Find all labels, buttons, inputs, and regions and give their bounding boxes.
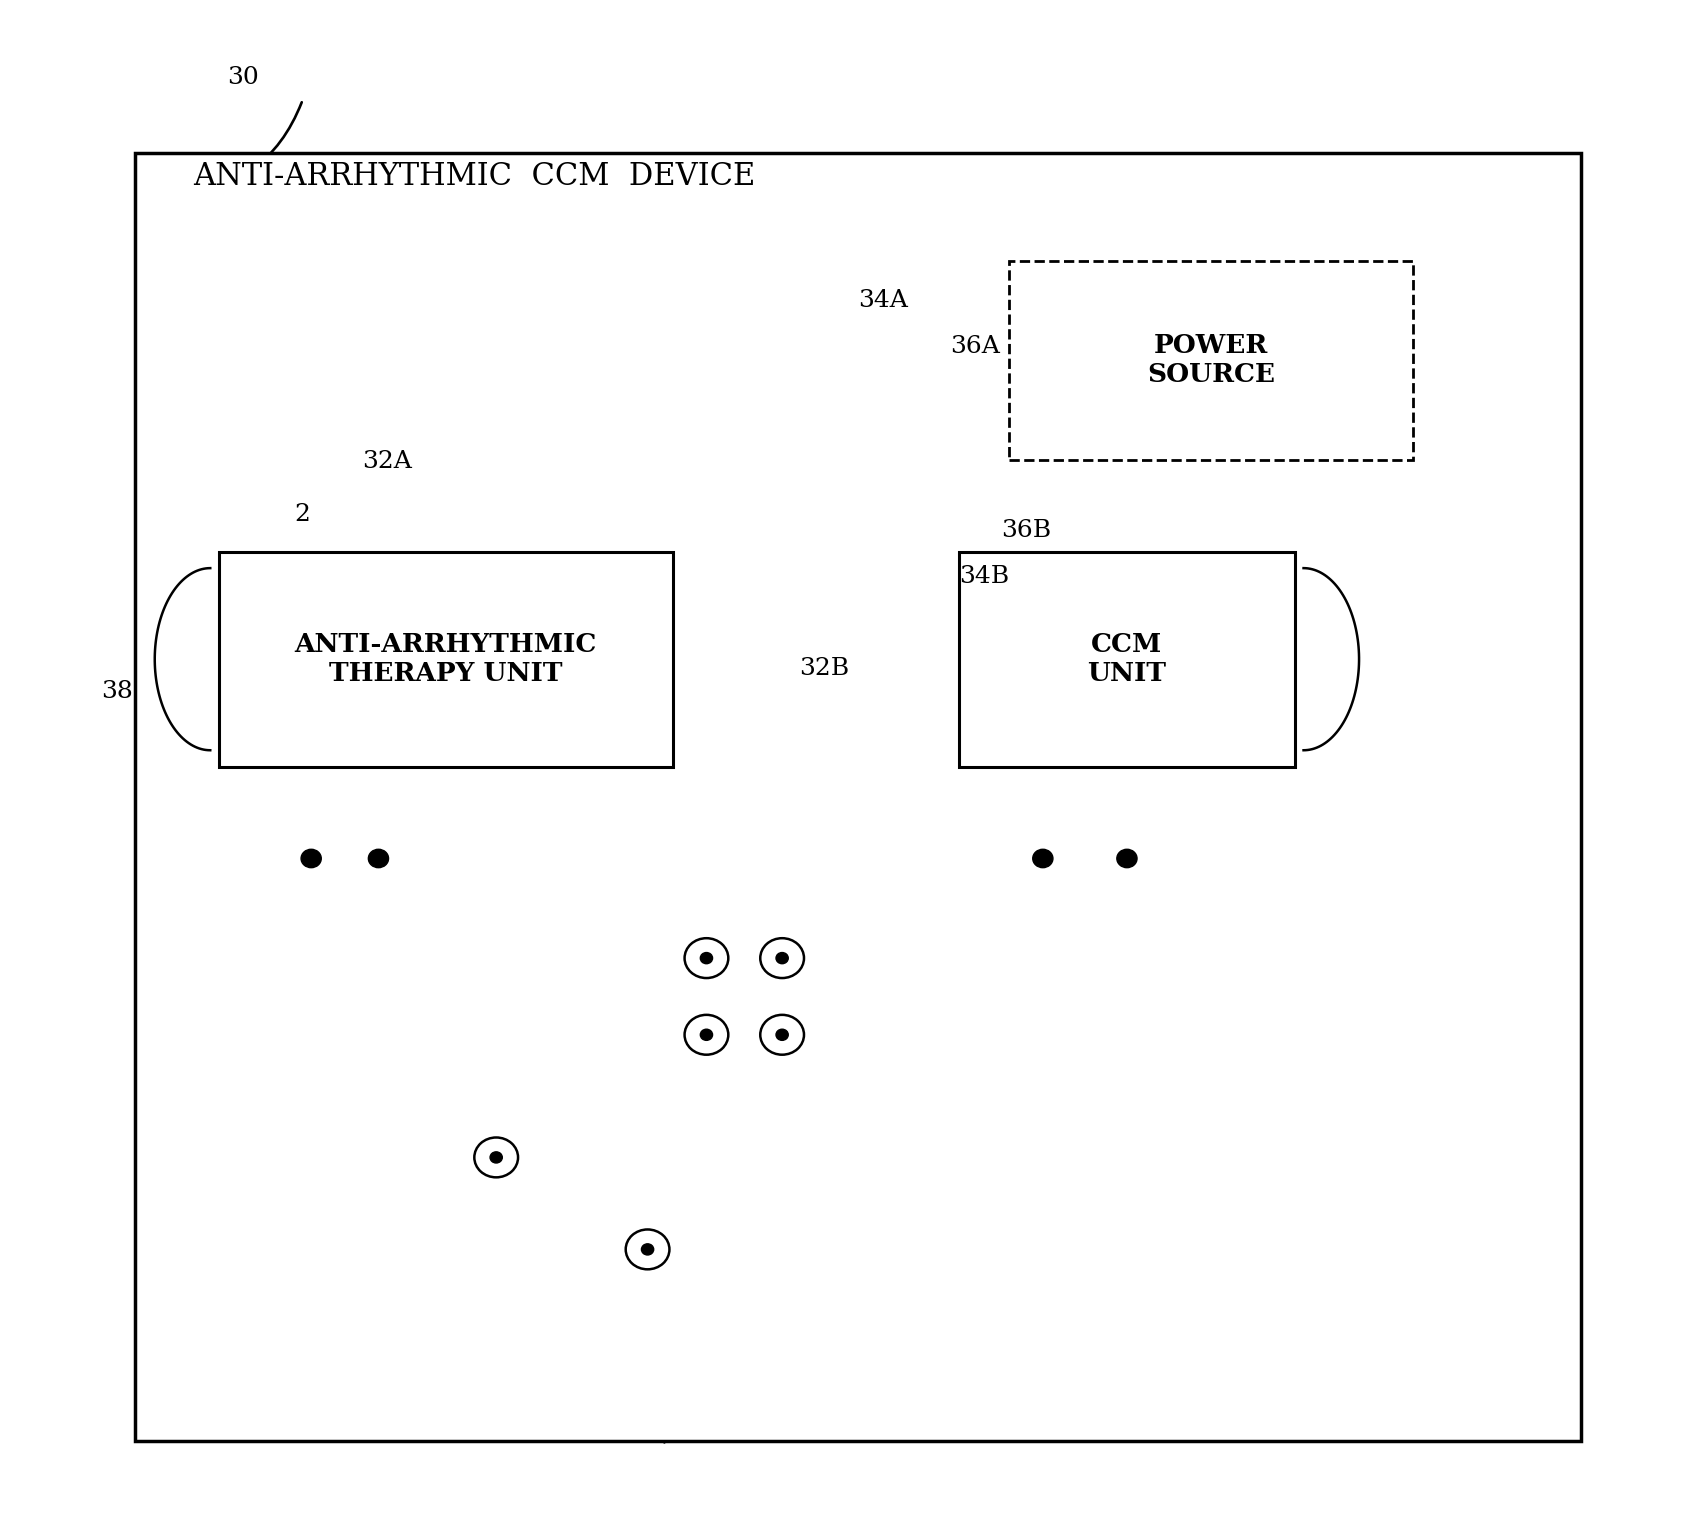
Circle shape (775, 1029, 789, 1041)
Text: 34B: 34B (959, 564, 1009, 587)
Bar (1009, 261, 1413, 460)
Circle shape (489, 1151, 503, 1164)
Circle shape (1033, 849, 1053, 868)
Text: CCM
UNIT: CCM UNIT (1088, 632, 1166, 687)
Circle shape (775, 952, 789, 964)
Text: 32B: 32B (799, 656, 849, 679)
Bar (135, 153, 1581, 1441)
Text: 165: 165 (967, 219, 1014, 242)
Text: 34A: 34A (858, 288, 908, 311)
Circle shape (301, 849, 321, 868)
Circle shape (700, 952, 713, 964)
Text: ANTI-ARRHYTHMIC  CCM  DEVICE: ANTI-ARRHYTHMIC CCM DEVICE (193, 161, 755, 192)
Circle shape (368, 849, 389, 868)
Text: ANTI-ARRHYTHMIC
THERAPY UNIT: ANTI-ARRHYTHMIC THERAPY UNIT (294, 632, 597, 687)
Text: 40: 40 (1472, 679, 1504, 702)
Text: 36A: 36A (950, 334, 1001, 357)
Text: 36B: 36B (1001, 518, 1051, 541)
Text: POWER
SOURCE: POWER SOURCE (1147, 333, 1275, 388)
Circle shape (1117, 849, 1137, 868)
Text: 38: 38 (101, 679, 133, 702)
Circle shape (700, 1029, 713, 1041)
Bar (219, 552, 673, 766)
Text: 32A: 32A (362, 449, 412, 472)
Bar (959, 552, 1295, 766)
Text: 30: 30 (227, 66, 259, 89)
Text: 2: 2 (294, 503, 309, 526)
Circle shape (641, 1243, 654, 1256)
